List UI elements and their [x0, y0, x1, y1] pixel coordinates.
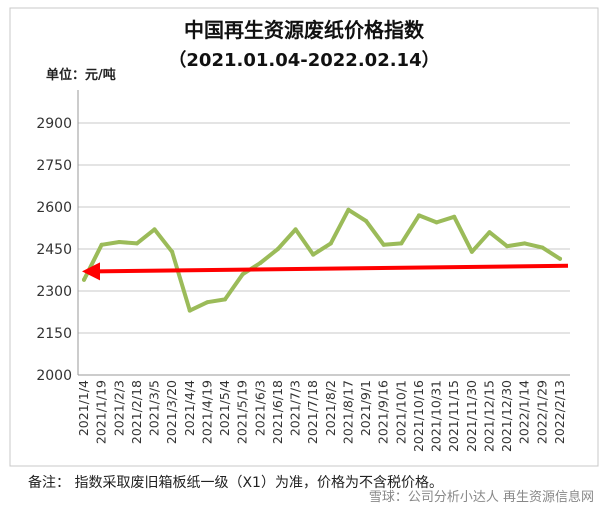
x-tick-label: 2021/6/18 [270, 380, 285, 444]
x-tick-label: 2021/4/4 [182, 380, 197, 436]
data-point [522, 241, 527, 246]
x-tick-label: 2021/8/17 [340, 380, 355, 444]
data-point [311, 252, 316, 257]
data-point [381, 242, 386, 247]
y-tick-label: 2750 [36, 158, 72, 174]
data-point [505, 244, 510, 249]
chart-title: 中国再生资源废纸价格指数 [184, 18, 424, 42]
data-point [364, 219, 369, 223]
x-tick-label: 2022/1/14 [517, 380, 532, 444]
data-point [152, 227, 157, 232]
x-tick-label: 2021/4/19 [199, 380, 214, 444]
x-tick-label: 2021/3/20 [164, 380, 179, 444]
y-tick-label: 2000 [36, 368, 72, 384]
data-point [328, 241, 333, 246]
y-tick-label: 2300 [36, 284, 72, 300]
trend-arrow-head [82, 262, 100, 281]
data-point [434, 220, 439, 225]
data-point [346, 207, 351, 212]
x-tick-label: 2021/7/3 [288, 380, 303, 436]
trend-arrow-shaft [95, 263, 569, 274]
data-point [293, 227, 298, 232]
data-point [223, 297, 228, 302]
x-tick-label: 2021/5/4 [217, 380, 232, 436]
x-tick-label: 2021/1/4 [76, 380, 91, 436]
x-tick-label: 2021/3/5 [147, 380, 162, 436]
data-point [205, 300, 210, 305]
x-tick-label: 2021/11/30 [464, 380, 479, 452]
data-point [558, 256, 562, 261]
data-point [82, 277, 86, 282]
y-tick-label: 2450 [36, 242, 72, 258]
x-tick-label: 2021/7/18 [305, 380, 320, 444]
y-tick-label: 2900 [36, 116, 72, 132]
x-tick-label: 2021/8/2 [323, 380, 338, 436]
x-tick-label: 2021/1/19 [94, 380, 109, 444]
x-tick-label: 2021/5/19 [235, 380, 250, 444]
y-tick-label: 2150 [36, 326, 72, 342]
x-tick-label: 2021/9/16 [376, 380, 391, 444]
data-point [170, 249, 175, 254]
x-tick-label: 2021/2/18 [129, 380, 144, 444]
data-point [258, 261, 263, 265]
x-tick-label: 2021/6/3 [252, 380, 267, 436]
data-point [187, 308, 192, 313]
y-axis-unit-label: 单位：元/吨 [46, 68, 116, 83]
x-tick-label: 2021/9/1 [358, 380, 373, 436]
x-tick-label: 2021/2/3 [111, 380, 126, 436]
data-point [469, 249, 474, 254]
x-tick-label: 2021/10/31 [429, 380, 444, 452]
data-point [134, 241, 139, 246]
x-tick-label: 2022/2/13 [552, 380, 567, 444]
data-point [487, 230, 492, 235]
data-point [399, 241, 404, 246]
chart-subtitle: （2021.01.04-2022.02.14） [168, 50, 440, 71]
data-point [540, 245, 545, 250]
chart-frame [9, 7, 599, 467]
footnote: 备注： 指数采取废旧箱板纸一级（X1）为准，价格为不含税价格。 [28, 475, 443, 491]
y-tick-label: 2600 [36, 200, 72, 216]
x-tick-label: 2022/1/29 [534, 380, 549, 444]
series-line [82, 207, 562, 313]
x-tick-label: 2021/12/30 [499, 380, 514, 452]
data-point [416, 213, 421, 218]
x-tick-label: 2021/11/15 [446, 380, 461, 452]
data-point [99, 242, 104, 247]
data-point [240, 272, 245, 277]
data-point [117, 240, 122, 244]
data-point [452, 214, 457, 219]
x-tick-label: 2021/10/16 [411, 380, 426, 452]
data-point [275, 247, 280, 251]
x-tick-label: 2021/10/1 [393, 380, 408, 444]
watermark-text: 雪球：公司分析小达人 再生资源信息网 [368, 490, 594, 505]
x-tick-label: 2021/12/15 [481, 380, 496, 452]
